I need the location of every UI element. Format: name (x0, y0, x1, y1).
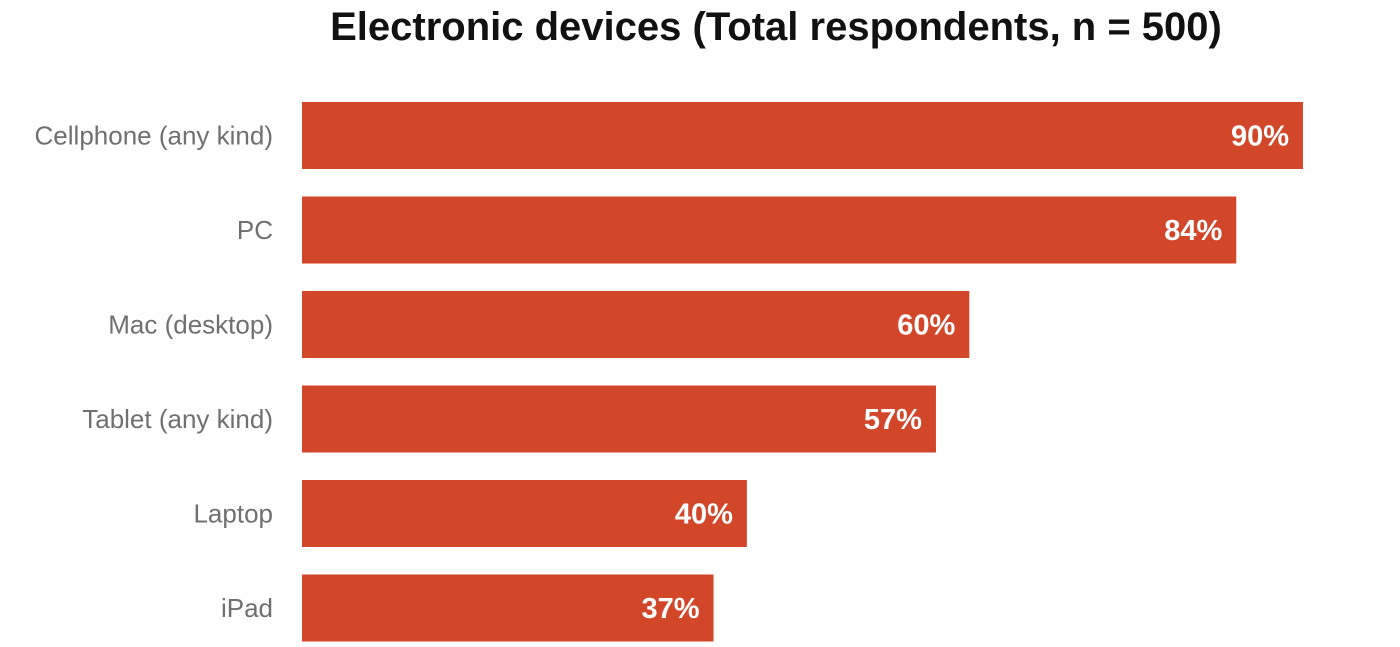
bar-mac-desktop (302, 291, 970, 358)
value-label-cellphone-any-kind: 90% (1231, 121, 1289, 153)
bar-pc (302, 196, 1237, 264)
chart-title: Electronic devices (Total respondents, n… (330, 5, 1222, 49)
category-label-ipad: iPad (221, 593, 273, 623)
value-label-tablet-any-kind: 57% (864, 404, 922, 436)
category-label-cellphone-any-kind: Cellphone (any kind) (35, 121, 273, 151)
bars-layer: Cellphone (any kind) 90% PC 84% Mac (desktop… (35, 102, 1303, 642)
bar-tablet-any-kind (302, 385, 936, 453)
value-label-mac-desktop: 60% (897, 310, 955, 342)
bar-laptop (302, 480, 747, 547)
category-label-tablet-any-kind: Tablet (any kind) (82, 404, 273, 434)
value-label-laptop: 40% (675, 499, 733, 531)
category-label-mac-desktop: Mac (desktop) (108, 310, 273, 340)
value-label-ipad: 37% (641, 593, 699, 625)
category-label-laptop: Laptop (193, 499, 273, 529)
value-label-pc: 84% (1164, 215, 1222, 247)
bar-ipad (302, 574, 714, 642)
bar-cellphone-any-kind (302, 102, 1303, 169)
category-label-pc: PC (237, 215, 273, 245)
